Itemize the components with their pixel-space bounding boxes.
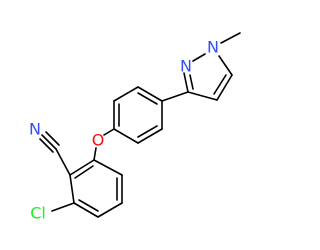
bond <box>161 91 189 102</box>
bond <box>45 131 60 146</box>
bond <box>137 92 158 105</box>
bond <box>97 202 123 218</box>
bond <box>137 125 158 138</box>
atom-label: O <box>92 131 105 150</box>
atom-label: N <box>29 120 41 139</box>
atom-label: N <box>207 38 219 57</box>
bond <box>189 74 194 90</box>
bond <box>69 159 95 176</box>
bond <box>216 74 233 101</box>
bond <box>137 128 163 144</box>
structure: N N O N Cl <box>29 32 241 223</box>
bond <box>41 134 57 150</box>
bond <box>113 86 139 102</box>
bond <box>192 53 206 62</box>
bond <box>113 128 139 144</box>
bond <box>69 174 75 204</box>
bond <box>137 86 163 102</box>
atom-label: N <box>180 57 192 76</box>
atom-label: Cl <box>30 204 46 223</box>
bond <box>218 55 233 76</box>
bond <box>39 138 54 153</box>
bond <box>73 202 99 218</box>
bond <box>183 72 189 93</box>
bond <box>93 147 97 161</box>
bond <box>213 74 227 95</box>
bond <box>51 202 75 212</box>
bond <box>78 199 99 212</box>
bond <box>220 32 241 44</box>
bond <box>55 148 71 176</box>
bond <box>93 159 123 176</box>
bond <box>74 165 94 179</box>
bond <box>103 128 115 136</box>
bonds <box>39 32 241 218</box>
bond <box>187 91 218 101</box>
